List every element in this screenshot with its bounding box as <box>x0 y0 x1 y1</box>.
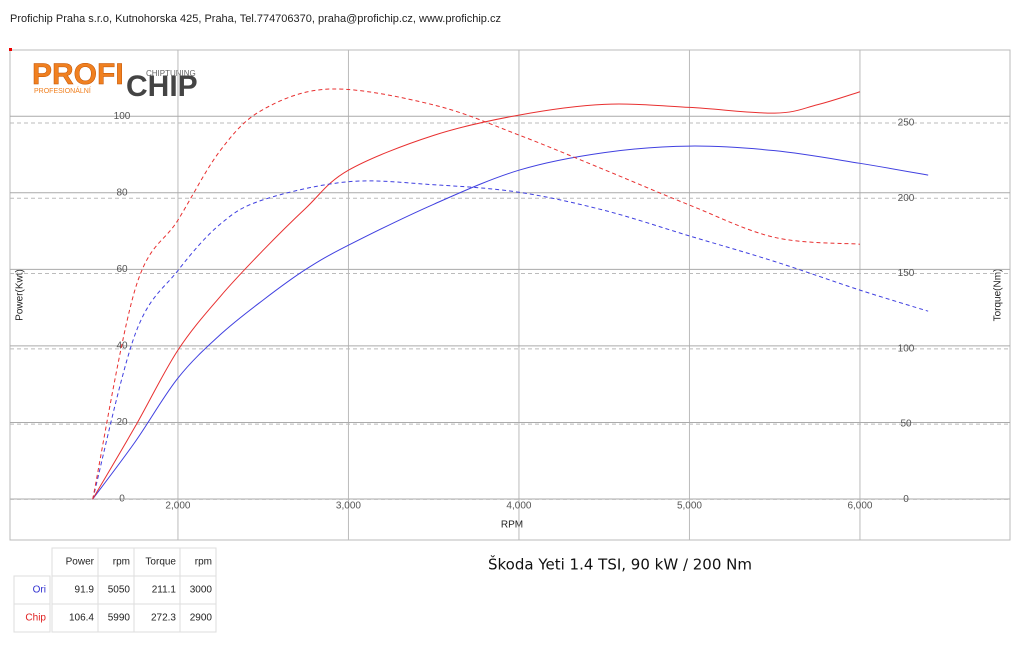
y2-tick-label: 50 <box>900 419 912 430</box>
logo-word: PROFI <box>32 58 124 91</box>
table-cell <box>133 547 181 577</box>
table-value: 2900 <box>190 613 213 624</box>
logo-tag: PROFESIONÁLNÍ <box>34 86 91 95</box>
y-tick-label: 60 <box>116 264 128 275</box>
corner-mark <box>9 48 12 51</box>
table-value: 211.1 <box>152 585 177 596</box>
table-value: 5050 <box>108 585 131 596</box>
table-header: Power <box>66 557 95 568</box>
y2-tick-label: 200 <box>898 193 915 204</box>
table-cell <box>179 547 217 577</box>
y-tick-label: 100 <box>114 111 131 122</box>
table-header: Torque <box>145 557 176 568</box>
y-tick-label: 80 <box>116 187 128 198</box>
x-tick-label: 2,000 <box>165 501 190 512</box>
y2-axis-label: Torque(Nm) <box>993 269 1004 322</box>
y-axis-label: Power(Kwt) <box>15 269 26 321</box>
y2-tick-label: 0 <box>903 494 909 505</box>
x-tick-label: 3,000 <box>336 501 361 512</box>
table-cell <box>133 603 181 633</box>
subtitle: Škoda Yeti 1.4 TSI, 90 kW / 200 Nm <box>488 555 752 574</box>
torque-line <box>92 88 860 500</box>
header-title: Profichip Praha s.r.o, Kutnohorska 425, … <box>10 13 501 25</box>
y2-tick-label: 150 <box>898 268 915 279</box>
table-value: 106.4 <box>69 613 94 624</box>
table-cell <box>13 575 51 605</box>
x-tick-label: 4,000 <box>506 501 531 512</box>
logo-tag: CHIPTUNING <box>146 69 196 78</box>
y-tick-label: 20 <box>116 417 128 428</box>
row-label: Chip <box>25 613 46 624</box>
y2-tick-label: 250 <box>898 118 915 129</box>
table-cell <box>179 575 217 605</box>
power-line <box>92 145 929 500</box>
y2-tick-label: 100 <box>898 343 915 354</box>
table-header: rpm <box>195 557 212 568</box>
table-value: 91.9 <box>75 585 95 596</box>
table-header: rpm <box>113 557 130 568</box>
table-cell <box>179 603 217 633</box>
table-value: 3000 <box>190 585 213 596</box>
x-axis-label: RPM <box>501 520 523 531</box>
power-line <box>92 91 861 500</box>
logo: PROFI CHIP CHIPTUNING PROFESIONÁLNÍ <box>32 58 198 103</box>
table-cell <box>133 575 181 605</box>
row-label: Ori <box>33 585 46 596</box>
table-cell <box>97 547 135 577</box>
x-tick-label: 6,000 <box>847 501 872 512</box>
table-cell <box>51 603 99 633</box>
table-value: 5990 <box>108 613 131 624</box>
x-tick-label: 5,000 <box>677 501 702 512</box>
y-tick-label: 40 <box>116 341 128 352</box>
torque-line <box>92 180 929 500</box>
table-cell <box>13 603 51 633</box>
logo-word: CHIP <box>126 70 198 103</box>
plot-frame <box>9 49 1011 541</box>
table-value: 272.3 <box>151 613 176 624</box>
